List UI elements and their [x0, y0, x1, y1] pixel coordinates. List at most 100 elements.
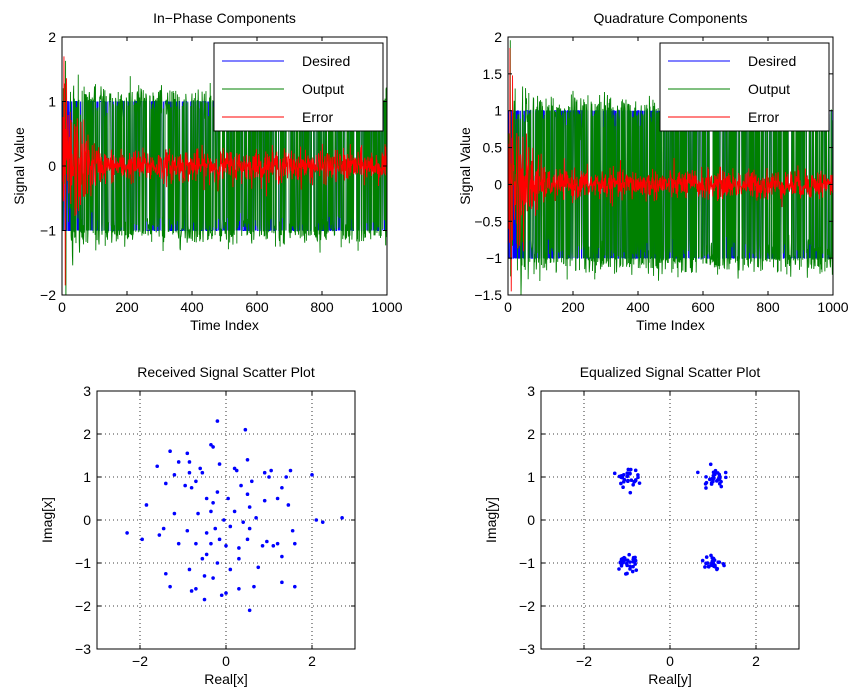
scatter-point [228, 567, 233, 572]
scatter-point [619, 475, 624, 480]
chart-title: Received Signal Scatter Plot [137, 364, 315, 380]
scatter-point [187, 460, 192, 464]
scatter-point [320, 520, 325, 524]
scatter-point [718, 474, 722, 479]
scatter-point [293, 541, 297, 546]
scatter-point [247, 505, 252, 509]
scatter-point [275, 496, 280, 501]
chart-2: Desired Output Error 0 200 400 600 800 1000 −1.5 −… [457, 10, 849, 333]
legend-label-error: Error [302, 109, 333, 125]
scatter-point [275, 541, 280, 546]
scatter-point [627, 552, 631, 557]
scatter-point [215, 419, 220, 423]
y-tick-label: 2 [494, 29, 502, 45]
scatter-point [157, 533, 162, 537]
x-tick-label: 0 [58, 299, 66, 315]
scatter-point [125, 531, 129, 535]
scatter-point [267, 475, 271, 479]
y-tick-label: 2 [83, 426, 91, 442]
scatter-point [164, 571, 168, 576]
x-tick-label: 600 [691, 299, 715, 315]
scatter-point [224, 544, 228, 548]
scatter-point [262, 498, 267, 503]
y-tick-label: −3 [75, 641, 91, 657]
x-tick-label: 400 [180, 299, 204, 315]
scatter-point [144, 503, 149, 507]
x-tick-label: 800 [756, 299, 780, 315]
scatter-point [168, 449, 172, 454]
x-tick-label: 200 [115, 299, 139, 315]
scatter-point [256, 565, 261, 570]
scatter-point [239, 483, 243, 488]
scatter-point [280, 580, 284, 585]
scatter-point [245, 537, 250, 542]
chart-title: Equalized Signal Scatter Plot [580, 364, 761, 380]
scatter-point [161, 526, 166, 531]
scatter-point [715, 566, 720, 571]
scatter-point [707, 564, 711, 569]
scatter-point [631, 564, 635, 569]
y-tick-label: −1 [40, 223, 56, 239]
y-tick-label: −1 [75, 555, 91, 571]
scatter-point [288, 468, 293, 473]
y-tick-label: 0 [48, 158, 56, 174]
scatter-point [187, 567, 192, 572]
y-tick-label: 1.5 [483, 66, 503, 82]
scatter-point [215, 490, 220, 494]
scatter-point [200, 470, 205, 475]
scatter-point [628, 560, 632, 564]
scatter-point [204, 496, 209, 501]
scatter-point [200, 556, 205, 561]
scatter-point [621, 560, 626, 565]
scatter-point [204, 531, 209, 535]
scatter-point [209, 509, 213, 514]
scatter-point [176, 460, 181, 464]
scatter-point [226, 496, 230, 501]
scatter-point [202, 574, 207, 578]
scatter-point [196, 511, 200, 516]
scatter-point [176, 541, 181, 546]
scatter-point [696, 470, 700, 475]
x-tick-label: 2 [752, 653, 760, 669]
scatter-point [280, 485, 284, 490]
scatter-point [237, 587, 241, 591]
legend-label-output: Output [302, 81, 344, 97]
scatter-point [247, 526, 252, 531]
legend: Desired Output Error [213, 42, 384, 132]
scatter-point [172, 473, 177, 477]
x-tick-label: −2 [132, 653, 148, 669]
scatter-point [625, 474, 630, 479]
scatter-point [703, 565, 707, 569]
scatter-point [637, 481, 642, 485]
scatter-point [234, 468, 239, 473]
chart-title: In−Phase Components [153, 10, 296, 26]
scatter-point [245, 458, 250, 462]
y-tick-label: −1 [486, 250, 502, 266]
scatter-point [168, 584, 172, 589]
scatter-point [632, 479, 636, 484]
legend-label-error: Error [748, 109, 779, 125]
scatter-point [286, 503, 291, 507]
y-tick-label: 2 [48, 29, 56, 45]
scatter-point [626, 467, 631, 472]
scatter-point [254, 516, 258, 520]
scatter-point [704, 480, 709, 485]
scatter-point [155, 464, 159, 469]
scatter-point [189, 589, 194, 593]
x-tick-label: 0 [504, 299, 512, 315]
scatter-point [260, 544, 265, 548]
scatter-point [228, 524, 233, 529]
y-tick-label: 1 [527, 469, 535, 485]
scatter-point [723, 470, 728, 475]
scatter-point [636, 473, 640, 477]
y-tick-label: −1 [519, 555, 535, 571]
y-axis-label: Signal Value [457, 127, 473, 205]
scatter-point [204, 552, 209, 557]
x-tick-label: 0 [666, 653, 674, 669]
scatter-point [704, 555, 709, 559]
scatter-point [621, 485, 625, 489]
scatter-point [717, 481, 722, 486]
scatter-point [217, 537, 222, 542]
x-tick-label: 200 [561, 299, 585, 315]
legend-label-desired: Desired [748, 53, 796, 69]
